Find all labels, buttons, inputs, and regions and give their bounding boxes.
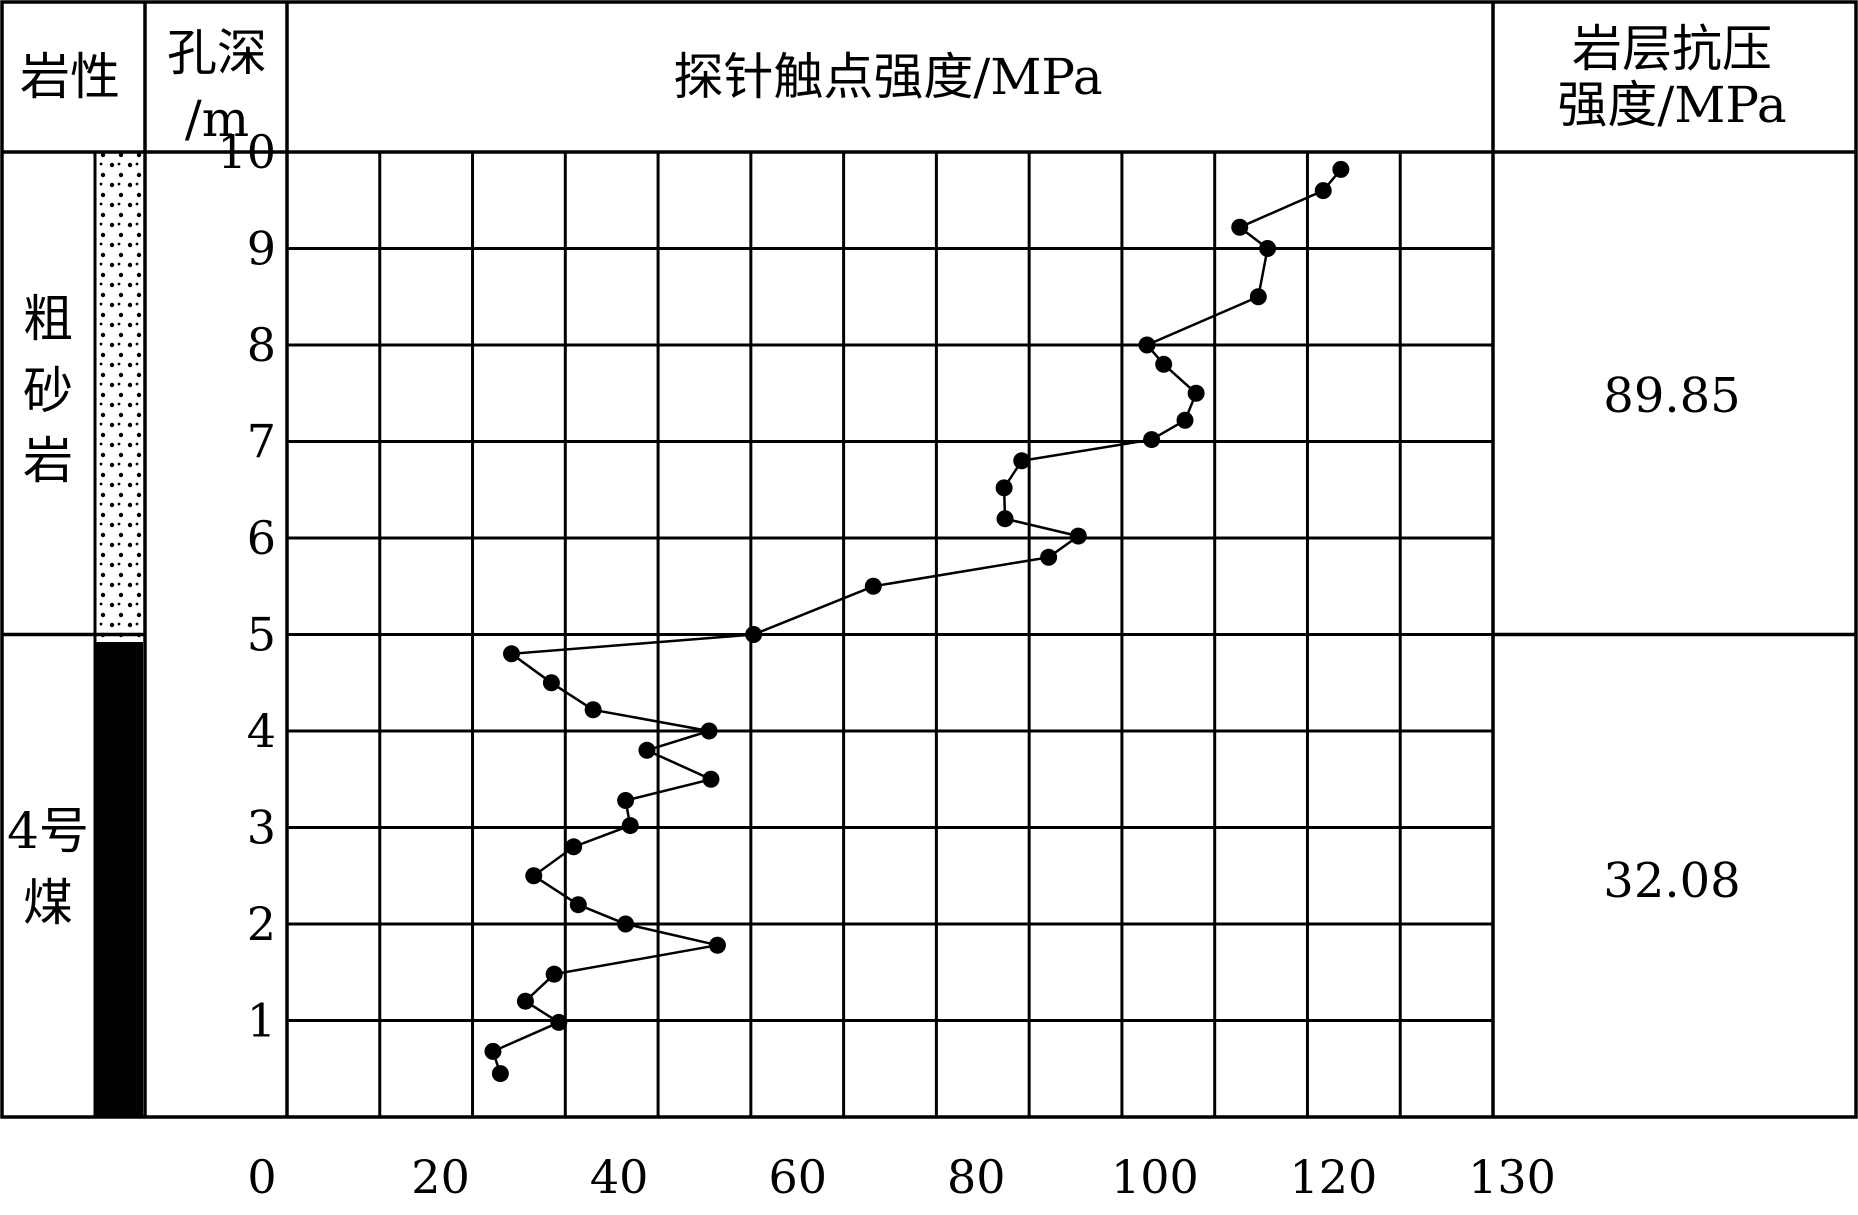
layer-strength-column: 89.85 32.08 [1603, 368, 1740, 909]
coal-fill [95, 642, 143, 1117]
strength-tick-label: 100 [1111, 1150, 1199, 1204]
lithology-column: 粗 砂 岩 4号 煤 [7, 152, 143, 1117]
data-point [702, 770, 720, 788]
strength-tick-label: 40 [590, 1150, 649, 1204]
data-point [1040, 548, 1058, 566]
layer-strength-header-line2: 强度/MPa [1557, 76, 1786, 134]
strength-tick-label: 120 [1290, 1150, 1378, 1204]
coal-label-1: 4号 [7, 802, 89, 860]
data-point [491, 1065, 509, 1083]
data-point [621, 817, 639, 835]
probe-strength-series [484, 160, 1350, 1083]
depth-tick-label: 4 [247, 704, 276, 758]
data-point [1069, 527, 1087, 545]
data-point [1138, 336, 1156, 354]
lithology-header: 岩性 [20, 48, 120, 106]
data-point [638, 741, 656, 759]
depth-tick-label: 10 [217, 125, 276, 179]
depth-tick-label: 3 [247, 801, 276, 855]
strength-tick-label: 130 [1468, 1150, 1556, 1204]
header-row: 岩性 孔深 /m 探针触点强度/MPa 岩层抗压 强度/MPa [20, 20, 1787, 148]
data-point [584, 701, 602, 719]
data-point [1249, 288, 1267, 306]
data-point [542, 674, 560, 692]
strength-tick-label: 60 [768, 1150, 827, 1204]
data-point [996, 510, 1014, 528]
data-point [484, 1042, 502, 1060]
depth-tick-label: 5 [247, 608, 276, 662]
data-point [569, 896, 587, 914]
data-point [565, 838, 583, 856]
depth-tick-label: 9 [247, 222, 276, 276]
data-point [525, 867, 543, 885]
data-point [1176, 411, 1194, 429]
sandstone-strength-value: 89.85 [1603, 368, 1740, 424]
coal-label-2: 煤 [23, 874, 73, 932]
data-point [1332, 160, 1350, 178]
strength-tick-label: 80 [947, 1150, 1006, 1204]
data-point [1259, 240, 1277, 257]
sandstone-pattern [95, 152, 143, 642]
depth-tick-labels: 1 2 3 4 5 6 7 8 9 10 [217, 125, 276, 1048]
strength-tick-labels: 0 20 40 60 80 100 120 130 [247, 1150, 1556, 1204]
data-point [503, 645, 521, 663]
grid [287, 152, 1493, 1117]
strength-tick-label: 20 [411, 1150, 470, 1204]
depth-tick-label: 8 [247, 318, 276, 372]
data-point [700, 722, 718, 740]
sandstone-label-1: 粗 [23, 290, 73, 348]
sandstone-label-2: 砂 [23, 362, 73, 420]
layer-strength-header-line1: 岩层抗压 [1572, 20, 1772, 78]
depth-tick-label: 6 [247, 511, 276, 565]
data-point [617, 915, 635, 933]
data-point [708, 936, 726, 954]
depth-tick-label: 7 [247, 415, 276, 469]
depth-tick-label: 1 [247, 994, 276, 1048]
data-point [864, 577, 882, 595]
depth-tick-label: 2 [247, 897, 276, 951]
data-point [516, 992, 534, 1010]
data-point [550, 1013, 568, 1031]
data-point [1155, 355, 1173, 373]
outer-border [0, 0, 1858, 1119]
coal-strength-value: 32.08 [1603, 853, 1740, 909]
data-point [1231, 218, 1249, 236]
data-point [545, 965, 563, 983]
table-frame [0, 0, 1858, 1119]
data-point [995, 479, 1013, 497]
sandstone-label-3: 岩 [23, 432, 73, 490]
depth-header-line1: 孔深 [167, 24, 267, 82]
data-point [1314, 182, 1332, 200]
strength-tick-label: 0 [247, 1150, 276, 1204]
probe-strength-header: 探针触点强度/MPa [673, 48, 1102, 106]
data-point [617, 791, 635, 809]
data-point [745, 626, 763, 643]
data-point [1187, 384, 1205, 402]
data-point [1143, 431, 1161, 449]
depth-header-line2: /m [185, 90, 249, 148]
data-point [1013, 452, 1031, 470]
